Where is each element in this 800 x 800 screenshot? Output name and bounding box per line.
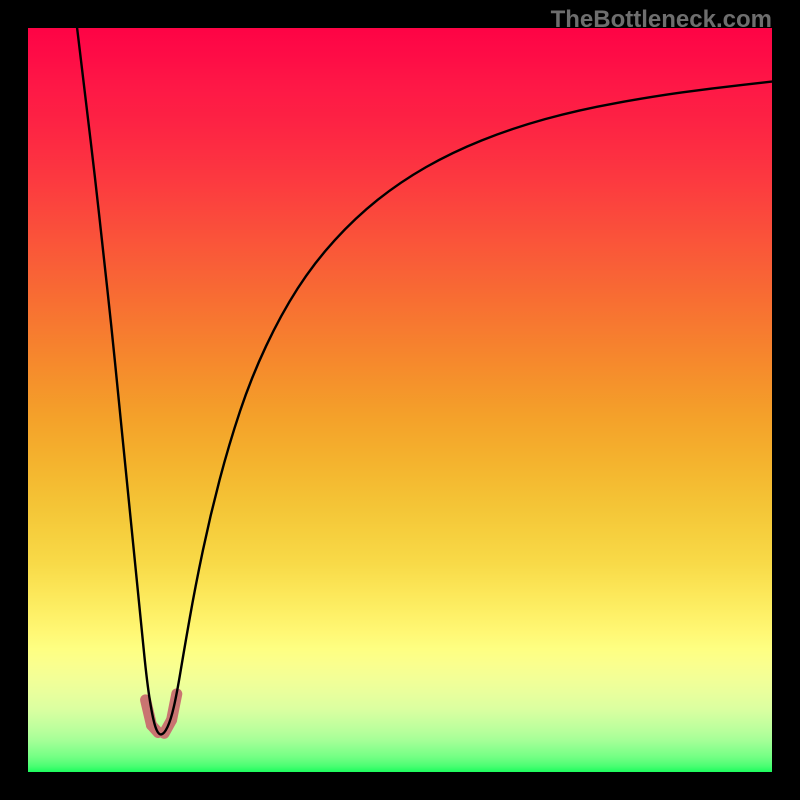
plot-area <box>28 28 772 772</box>
frame: TheBottleneck.com <box>0 0 800 800</box>
watermark-text: TheBottleneck.com <box>551 6 772 34</box>
chart-canvas <box>28 28 772 772</box>
